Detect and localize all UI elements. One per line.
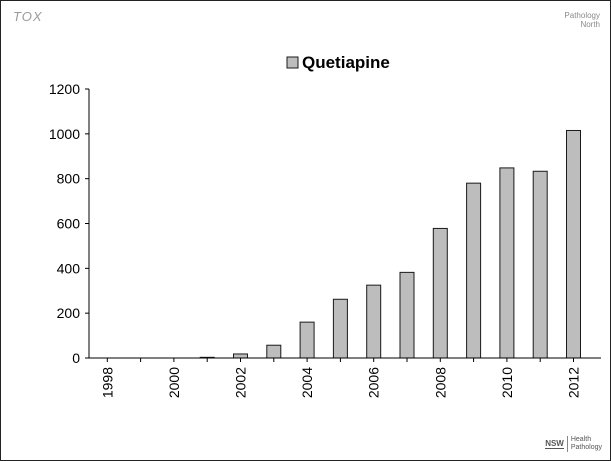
bar-2002 [234, 354, 248, 358]
x-tick-label: 2004 [299, 367, 315, 398]
y-tick-label: 400 [57, 260, 81, 276]
legend-swatch [287, 57, 298, 68]
bar-2009 [467, 183, 481, 358]
bar-2005 [333, 299, 347, 358]
y-tick-label: 200 [57, 305, 81, 321]
y-tick-label: 800 [57, 171, 81, 187]
nsw-health-line1: Health [571, 436, 591, 443]
bar-2010 [500, 168, 514, 358]
x-axis: 1998 2000 2002 2004 2006 2008 2010 2012 [89, 358, 601, 398]
bar-2008 [433, 228, 447, 358]
x-tick-label: 2000 [166, 367, 182, 398]
bars [200, 130, 580, 358]
bar-2006 [367, 285, 381, 358]
bar-2012 [567, 130, 581, 358]
x-tick-label: 2010 [499, 367, 515, 398]
x-tick-label: 2006 [366, 367, 382, 398]
x-tick-label: 1998 [99, 367, 115, 398]
y-tick-label: 1200 [49, 81, 80, 97]
legend: Quetiapine [287, 53, 390, 72]
legend-label: Quetiapine [302, 53, 390, 72]
y-axis: 0 200 400 600 800 1000 1200 [49, 81, 89, 366]
nsw-health-logo: NSW Health Pathology [545, 436, 602, 452]
x-tick-label: 2008 [432, 367, 448, 398]
y-tick-label: 0 [72, 350, 80, 366]
bar-2003 [267, 345, 281, 358]
bar-2007 [400, 272, 414, 358]
bar-2011 [533, 171, 547, 358]
y-tick-label: 1000 [49, 126, 80, 142]
x-tick-label: 2002 [233, 367, 249, 398]
y-tick-label: 600 [57, 216, 81, 232]
nsw-health-words: Health Pathology [567, 436, 602, 452]
nsw-mark: NSW [545, 439, 564, 449]
x-tick-label: 2012 [566, 367, 582, 398]
bar-2004 [300, 322, 314, 358]
nsw-health-line2: Pathology [571, 444, 602, 451]
